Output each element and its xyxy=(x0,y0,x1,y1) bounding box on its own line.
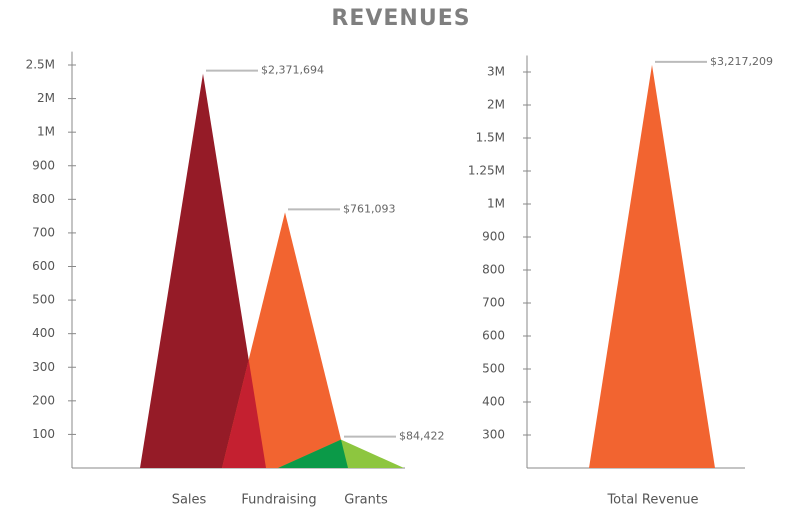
y-tick-label: 500 xyxy=(482,362,505,376)
y-tick-label: 100 xyxy=(32,427,55,441)
y-tick-label: 300 xyxy=(482,428,505,442)
y-tick-label: 400 xyxy=(32,326,55,340)
y-tick-label: 1M xyxy=(37,125,55,139)
y-tick-label: 700 xyxy=(482,296,505,310)
x-tick-label: Total Revenue xyxy=(606,493,698,508)
y-tick-label: 900 xyxy=(482,230,505,244)
y-tick-label: 300 xyxy=(32,360,55,374)
data-label: $84,422 xyxy=(399,430,445,443)
x-tick-label: Fundraising xyxy=(241,493,316,508)
y-tick-label: 2M xyxy=(37,91,55,105)
x-tick-label: Sales xyxy=(172,493,207,508)
data-label: $761,093 xyxy=(343,202,396,215)
y-tick-label: 800 xyxy=(32,192,55,206)
y-tick-label: 1M xyxy=(487,197,505,211)
y-tick-label: 800 xyxy=(482,263,505,277)
y-tick-label: 500 xyxy=(32,293,55,307)
y-tick-label: 400 xyxy=(482,395,505,409)
data-label: $2,371,694 xyxy=(261,64,324,77)
x-tick-label: Grants xyxy=(344,493,388,508)
y-tick-label: 2.5M xyxy=(26,58,55,72)
chart-title: REVENUES xyxy=(331,6,470,31)
y-tick-label: 200 xyxy=(32,393,55,407)
y-tick-label: 1.5M xyxy=(476,131,505,145)
y-tick-label: 600 xyxy=(482,329,505,343)
y-tick-label: 3M xyxy=(487,65,505,79)
triangle-bar xyxy=(140,73,266,468)
data-label: $3,217,209 xyxy=(710,55,773,68)
triangle-bar xyxy=(589,64,715,469)
y-tick-label: 2M xyxy=(487,98,505,112)
y-tick-label: 600 xyxy=(32,259,55,273)
y-tick-label: 700 xyxy=(32,225,55,239)
y-tick-label: 1.25M xyxy=(468,164,505,178)
y-tick-label: 900 xyxy=(32,158,55,172)
